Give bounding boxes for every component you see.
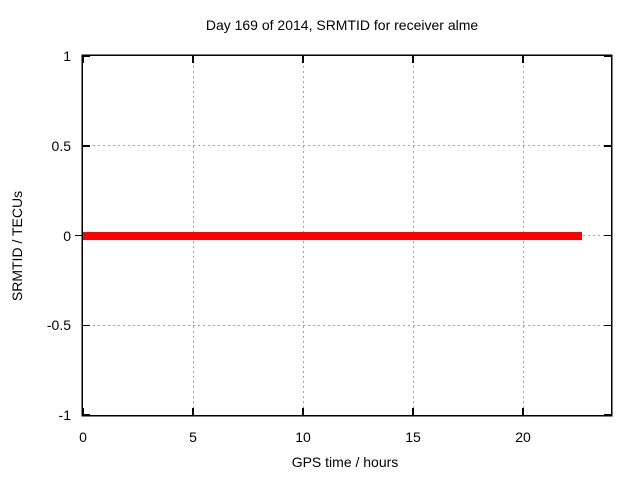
x-tick-mark-bottom bbox=[412, 408, 414, 415]
x-tick-label: 0 bbox=[79, 429, 87, 445]
grid-line-y bbox=[83, 324, 611, 326]
y-tick-label: 0.5 bbox=[51, 137, 71, 154]
y-tick-mark-right bbox=[604, 414, 611, 416]
y-tick-mark-right bbox=[604, 234, 611, 237]
y-tick-label: 1 bbox=[63, 48, 71, 64]
x-axis-label: GPS time / hours bbox=[291, 454, 399, 470]
y-tick-label: -0.5 bbox=[46, 317, 71, 334]
y-tick-mark-left bbox=[83, 55, 90, 57]
y-tick-mark-right bbox=[604, 55, 611, 57]
x-tick-mark-top bbox=[412, 56, 414, 63]
y-tick-mark-left bbox=[83, 145, 90, 147]
x-tick-label: 15 bbox=[405, 429, 421, 445]
y-tick-label: 0 bbox=[63, 227, 71, 244]
x-tick-mark-bottom bbox=[82, 408, 84, 415]
chart-title: Day 169 of 2014, SRMTID for receiver alm… bbox=[205, 17, 479, 33]
series-line-srmtid bbox=[83, 231, 583, 240]
x-tick-mark-top bbox=[302, 56, 304, 63]
x-tick-label: 5 bbox=[189, 429, 197, 445]
y-tick-label: -1 bbox=[58, 407, 71, 423]
x-tick-mark-top bbox=[522, 56, 524, 63]
x-tick-mark-top bbox=[192, 56, 194, 63]
y-tick-mark-right bbox=[604, 145, 611, 147]
y-axis-label: SRMTID / TECUs bbox=[9, 190, 25, 302]
y-tick-mark-right bbox=[604, 324, 611, 326]
x-tick-mark-top bbox=[82, 56, 84, 63]
x-tick-mark-bottom bbox=[192, 408, 194, 415]
grid-line-y bbox=[83, 145, 611, 147]
plot-area: 0 5 10 15 20 -1 -0.5 0 0.5 1 bbox=[47, 48, 611, 445]
y-tick-mark-left bbox=[83, 324, 90, 326]
x-tick-mark-bottom bbox=[522, 408, 524, 415]
x-tick-mark-bottom bbox=[302, 408, 304, 415]
y-zero-outer-tick-mark bbox=[75, 234, 83, 237]
y-tick-mark-left bbox=[83, 414, 90, 416]
x-tick-label: 20 bbox=[515, 429, 531, 445]
x-tick-label: 10 bbox=[295, 429, 311, 445]
